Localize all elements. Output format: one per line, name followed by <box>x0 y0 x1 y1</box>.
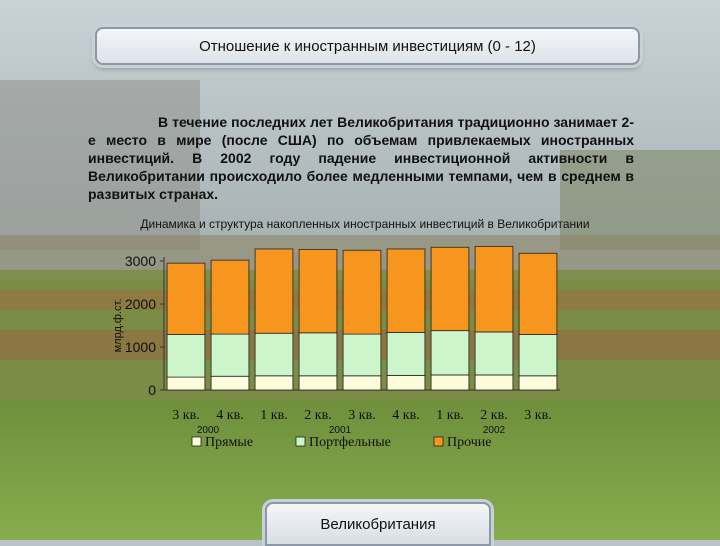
year-group-label: 2000 <box>197 425 220 436</box>
footer-tab-label: Великобритания <box>320 516 436 533</box>
bar-segment <box>430 246 470 332</box>
bar-segment <box>518 252 558 335</box>
x-tick-label: 1 кв. <box>436 408 463 423</box>
bar-segment <box>474 245 514 333</box>
bar-segment <box>386 374 426 391</box>
x-tick-label: 4 кв. <box>216 408 243 423</box>
bar-segment <box>166 334 206 378</box>
legend-swatch <box>191 436 202 447</box>
bar-segment <box>474 331 514 376</box>
x-tick-label: 3 кв. <box>172 408 199 423</box>
chart-title: Динамика и структура накопленных иностра… <box>140 217 590 231</box>
bar-segment <box>210 333 250 377</box>
bar-segment <box>518 375 558 391</box>
bar-segment <box>342 249 382 335</box>
bar-segment <box>474 374 514 391</box>
bar-segment <box>210 259 250 335</box>
bar-segment <box>342 333 382 377</box>
bar-segment <box>386 248 426 333</box>
bar-segment <box>166 262 206 335</box>
legend-swatch <box>295 436 306 447</box>
slide-title-text: Отношение к иностранным инвестициям (0 -… <box>199 37 536 55</box>
year-group-label: 2001 <box>329 425 352 436</box>
x-tick-label: 2 кв. <box>480 408 507 423</box>
y-tick-label: 3000 <box>125 253 156 269</box>
x-tick-label: 3 кв. <box>348 408 375 423</box>
bar-segment <box>342 375 382 391</box>
x-tick-label: 2 кв. <box>304 408 331 423</box>
y-tick-label: 2000 <box>125 296 156 312</box>
bar-segment <box>298 332 338 377</box>
legend-label: Прямые <box>205 435 253 450</box>
bar-segment <box>430 374 470 391</box>
y-tick-label: 1000 <box>125 339 156 355</box>
year-group-label: 2002 <box>483 425 506 436</box>
bar-segment <box>210 375 250 391</box>
bar-segment <box>298 248 338 334</box>
bar-segment <box>298 375 338 391</box>
bar-segment <box>518 334 558 377</box>
bar-segment <box>254 248 294 334</box>
x-tick-label: 4 кв. <box>392 408 419 423</box>
bar-segment <box>166 376 206 391</box>
bar-segment <box>430 330 470 376</box>
legend-label: Портфельные <box>309 435 391 450</box>
y-tick-label: 0 <box>148 382 156 398</box>
bar-segment <box>386 331 426 376</box>
slide-title: Отношение к иностранным инвестициям (0 -… <box>95 27 640 65</box>
intro-paragraph: В течение последних лет Великобритания т… <box>88 114 634 202</box>
bar-segment <box>254 375 294 391</box>
footer-tab[interactable]: Великобритания <box>265 502 491 546</box>
x-tick-label: 1 кв. <box>260 408 287 423</box>
legend-swatch <box>433 436 444 447</box>
legend-label: Прочие <box>447 435 492 450</box>
y-axis-label: млрд.ф.ст. <box>112 299 124 353</box>
bar-segment <box>254 332 294 377</box>
x-tick-label: 3 кв. <box>524 408 551 423</box>
